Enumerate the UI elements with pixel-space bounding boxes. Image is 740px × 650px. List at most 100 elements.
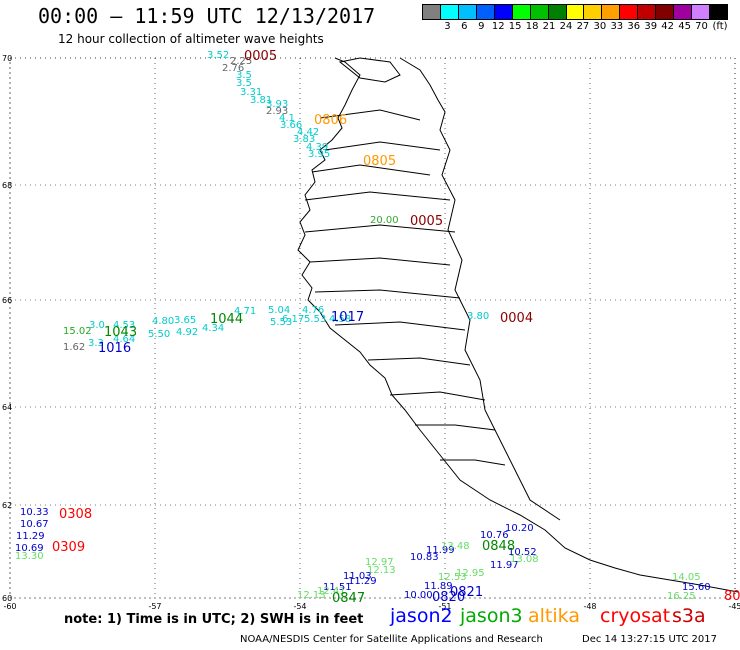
legend-label: 36 [627, 21, 641, 32]
pass-id: 0004 [500, 311, 533, 326]
pass-id: 0308 [59, 507, 92, 522]
legend-swatch [476, 5, 495, 19]
wave-height-value: 3.93 [266, 99, 288, 110]
legend-swatch [423, 5, 441, 19]
wave-height-value: 11.89 [424, 581, 453, 592]
pass-id: 0805 [363, 154, 396, 169]
satellite-legend-item: jason2 [390, 605, 453, 627]
pass-id: 1044 [210, 312, 243, 327]
fjord-10 [389, 391, 486, 401]
wave-height-value: 4.53 [113, 320, 135, 331]
fjord-5 [304, 224, 456, 233]
pass-id: 80 [724, 589, 740, 604]
lat-lon-grid [9, 57, 736, 599]
legend-label: 27 [576, 21, 590, 32]
lat-tick-label: 68 [2, 181, 12, 190]
lon-tick-label: -51 [438, 602, 451, 611]
wave-height-value: 4.42 [297, 127, 319, 138]
legend-swatch [584, 5, 603, 19]
wave-height-value: 13.48 [441, 541, 470, 552]
fjord-9 [367, 357, 471, 366]
fjord-8 [334, 321, 466, 331]
wave-height-value: 3.52 [207, 50, 229, 61]
wave-height-value: 4.92 [176, 327, 198, 338]
wave-height-value: 5.53 [304, 314, 326, 325]
wave-height-value: 3.81 [250, 95, 272, 106]
wave-height-value: 3.3 [88, 338, 104, 349]
wave-height-value: 3.5 [236, 78, 252, 89]
wave-height-value: 4.71 [234, 306, 256, 317]
wave-height-value: 11.99 [426, 545, 455, 556]
axis-ticks: -60 -57 -54 -51 -48 -45 70 68 66 64 62 60 [2, 54, 740, 611]
wave-height-value: 11.97 [490, 560, 519, 571]
footnote: note: 1) Time is in UTC; 2) SWH is in fe… [64, 612, 364, 627]
legend-unit: (ft) [712, 21, 728, 32]
legend-swatch [458, 5, 477, 19]
legend-labels: 3 6 9 12 15 18 21 24 27 30 33 36 39 42 45 70 (ft) [422, 20, 728, 34]
legend-swatch [494, 5, 513, 19]
fjord-6 [309, 257, 451, 266]
wave-height-value: 12.97 [365, 557, 394, 568]
fjord-4 [304, 191, 451, 201]
legend-swatch [530, 5, 549, 19]
pass-id: 1017 [331, 310, 364, 325]
wave-height-value: 3.83 [293, 134, 315, 145]
wave-height-value: 2.76 [222, 63, 244, 74]
legend-label: 21 [542, 21, 556, 32]
fjord-7 [314, 289, 461, 299]
wave-height-value: 11.29 [16, 531, 45, 542]
wave-height-value: 10.20 [505, 523, 534, 534]
legend-swatch [602, 5, 621, 19]
wave-height-value: 3.5 [236, 70, 252, 81]
lat-tick-label: 60 [2, 594, 12, 603]
legend-swatch [566, 5, 585, 19]
wave-height-value: 10.69 [15, 543, 44, 554]
wave-height-value: 10.83 [410, 552, 439, 563]
wave-height-labels: 3.522.252.763.53.53.313.813.932.934.13.6… [15, 50, 711, 602]
wave-height-value: 3.95 [308, 149, 330, 160]
pass-id: 0821 [450, 585, 483, 600]
legend-swatch [692, 5, 710, 19]
wave-height-value: 10.00 [404, 590, 433, 601]
credit-line: NOAA/NESDIS Center for Satellite Applica… [240, 634, 543, 645]
satellite-legend-item: jason3 [460, 605, 523, 627]
pass-id: 0848 [482, 539, 515, 554]
wave-height-value: 14.05 [672, 572, 701, 583]
legend-swatch [656, 5, 675, 19]
wave-height-value: 10.67 [20, 519, 49, 530]
generation-timestamp: Dec 14 13:27:15 UTC 2017 [582, 634, 717, 645]
wave-height-value: 10.76 [480, 530, 509, 541]
pass-id: 0309 [52, 540, 85, 555]
fjord-12 [440, 459, 506, 466]
wave-height-value: 4.1 [279, 113, 295, 124]
greenland-coast-west [297, 57, 739, 593]
wave-height-value: 11.51 [323, 582, 352, 593]
legend-label: 42 [661, 21, 675, 32]
lat-tick-label: 64 [2, 403, 12, 412]
legend-label: 18 [525, 21, 539, 32]
wave-height-value: 12.95 [456, 568, 485, 579]
wave-height-value: 5.50 [148, 329, 170, 340]
legend-label: 6 [461, 21, 468, 32]
pass-id: 0005 [244, 49, 277, 64]
legend-label: 3 [444, 21, 451, 32]
lon-tick-label: -48 [583, 602, 596, 611]
legend-swatch [620, 5, 639, 19]
wave-height-value: 15.60 [682, 582, 711, 593]
wave-height-value: 16.25 [667, 591, 696, 602]
pass-id: 0806 [314, 113, 347, 128]
fjord-3 [311, 164, 431, 176]
wave-height-value: 4.34 [202, 323, 224, 334]
wave-height-value: 15.02 [63, 326, 92, 337]
wave-height-value: 3.66 [280, 120, 302, 131]
satellite-legend-item: s3a [672, 605, 706, 627]
satellite-legend-item: cryosat [600, 605, 671, 627]
wave-height-value: 20.00 [370, 215, 399, 226]
lon-tick-label: -60 [3, 602, 16, 611]
legend-swatch [440, 5, 459, 19]
wave-height-value: 12.13 [367, 565, 396, 576]
wave-height-value: 12.13 [297, 590, 326, 601]
legend-label: 24 [559, 21, 573, 32]
